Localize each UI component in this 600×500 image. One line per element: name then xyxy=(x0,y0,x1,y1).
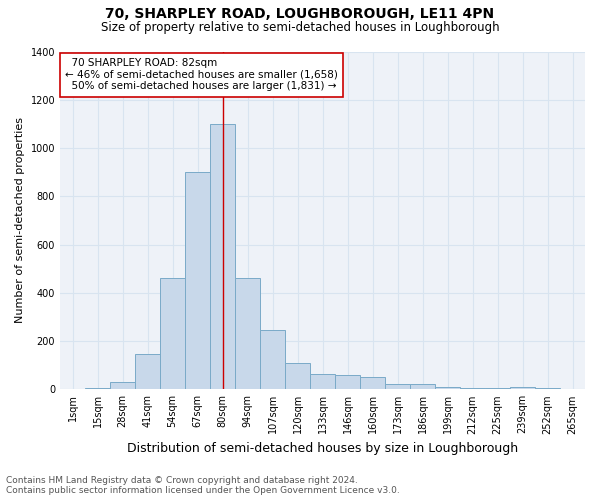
Text: Size of property relative to semi-detached houses in Loughborough: Size of property relative to semi-detach… xyxy=(101,21,499,34)
Bar xyxy=(360,377,385,390)
Bar xyxy=(60,388,85,390)
Text: Contains HM Land Registry data © Crown copyright and database right 2024.
Contai: Contains HM Land Registry data © Crown c… xyxy=(6,476,400,495)
Bar xyxy=(285,363,310,390)
Bar xyxy=(385,384,410,390)
Text: 70, SHARPLEY ROAD, LOUGHBOROUGH, LE11 4PN: 70, SHARPLEY ROAD, LOUGHBOROUGH, LE11 4P… xyxy=(106,8,494,22)
Bar xyxy=(310,374,335,390)
Bar xyxy=(160,278,185,390)
Bar xyxy=(185,172,210,390)
Bar xyxy=(485,388,510,390)
Bar xyxy=(460,388,485,390)
X-axis label: Distribution of semi-detached houses by size in Loughborough: Distribution of semi-detached houses by … xyxy=(127,442,518,455)
Bar xyxy=(110,382,135,390)
Bar xyxy=(435,387,460,390)
Bar xyxy=(235,278,260,390)
Bar xyxy=(335,375,360,390)
Bar xyxy=(210,124,235,390)
Bar xyxy=(85,388,110,390)
Bar xyxy=(260,330,285,390)
Bar xyxy=(535,388,560,390)
Bar xyxy=(135,354,160,390)
Bar xyxy=(510,387,535,390)
Text: 70 SHARPLEY ROAD: 82sqm
← 46% of semi-detached houses are smaller (1,658)
  50% : 70 SHARPLEY ROAD: 82sqm ← 46% of semi-de… xyxy=(65,58,338,92)
Bar xyxy=(410,384,435,390)
Y-axis label: Number of semi-detached properties: Number of semi-detached properties xyxy=(15,118,25,324)
